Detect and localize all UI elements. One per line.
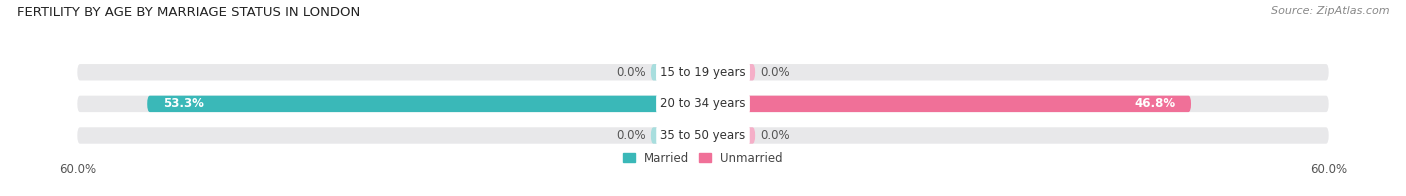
Legend: Married, Unmarried: Married, Unmarried (623, 152, 783, 165)
FancyBboxPatch shape (77, 96, 703, 112)
Text: 0.0%: 0.0% (761, 66, 790, 79)
FancyBboxPatch shape (148, 96, 703, 112)
Text: 0.0%: 0.0% (761, 129, 790, 142)
Text: 35 to 50 years: 35 to 50 years (661, 129, 745, 142)
FancyBboxPatch shape (77, 64, 703, 81)
FancyBboxPatch shape (703, 127, 1329, 144)
FancyBboxPatch shape (703, 64, 755, 81)
FancyBboxPatch shape (703, 96, 1329, 112)
Text: 0.0%: 0.0% (616, 129, 645, 142)
Text: 46.8%: 46.8% (1135, 97, 1175, 110)
Text: 20 to 34 years: 20 to 34 years (661, 97, 745, 110)
FancyBboxPatch shape (77, 127, 703, 144)
Text: Source: ZipAtlas.com: Source: ZipAtlas.com (1271, 6, 1389, 16)
FancyBboxPatch shape (703, 127, 755, 144)
FancyBboxPatch shape (703, 64, 1329, 81)
Text: 15 to 19 years: 15 to 19 years (661, 66, 745, 79)
FancyBboxPatch shape (651, 64, 703, 81)
Text: 0.0%: 0.0% (616, 66, 645, 79)
FancyBboxPatch shape (651, 127, 703, 144)
Text: 53.3%: 53.3% (163, 97, 204, 110)
Text: FERTILITY BY AGE BY MARRIAGE STATUS IN LONDON: FERTILITY BY AGE BY MARRIAGE STATUS IN L… (17, 6, 360, 19)
FancyBboxPatch shape (703, 96, 1191, 112)
